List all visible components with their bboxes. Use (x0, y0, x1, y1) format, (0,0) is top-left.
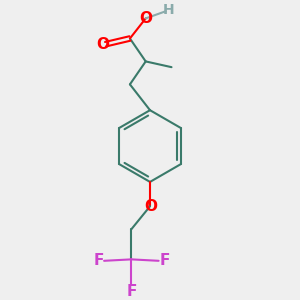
Text: O: O (139, 11, 152, 26)
Text: H: H (163, 3, 175, 17)
Text: F: F (159, 253, 170, 268)
Text: F: F (126, 284, 136, 299)
Text: F: F (93, 253, 103, 268)
Text: O: O (96, 37, 109, 52)
Text: O: O (144, 200, 158, 214)
